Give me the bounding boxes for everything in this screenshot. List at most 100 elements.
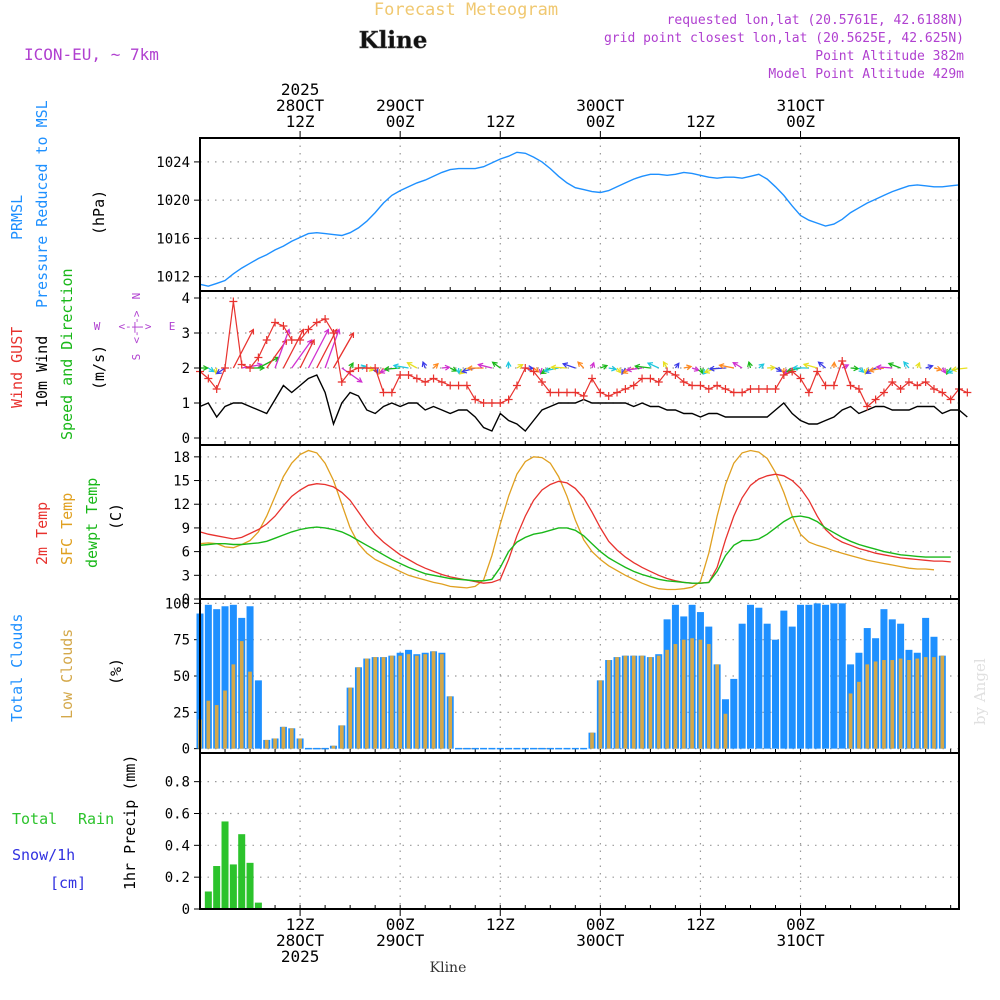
wind-gust-marker bbox=[479, 399, 488, 407]
wind-gust-marker bbox=[221, 364, 230, 372]
total-clouds-bar bbox=[738, 623, 746, 749]
rain-bar bbox=[254, 902, 262, 909]
wind-direction-arrowhead bbox=[831, 361, 837, 368]
low-clouds-bar bbox=[239, 641, 244, 749]
bottom-time-label: 29OCT bbox=[376, 931, 425, 950]
low-clouds-bar bbox=[273, 738, 277, 749]
wind-gust-marker bbox=[829, 381, 838, 390]
low-clouds-bar bbox=[665, 649, 669, 749]
y-tick-label: 0.4 bbox=[165, 838, 190, 854]
wind-direction-arrow bbox=[818, 361, 826, 369]
wind-direction-arrowhead bbox=[802, 362, 810, 369]
wind-gust-marker bbox=[638, 374, 647, 383]
y-tick-label: 2 bbox=[182, 361, 190, 377]
total-clouds-bar bbox=[797, 604, 805, 749]
wind-gust-marker bbox=[396, 371, 405, 379]
wind-direction-arrowhead bbox=[451, 366, 458, 372]
wind-gust-marker bbox=[429, 374, 438, 383]
temp-unit: (C) bbox=[107, 503, 125, 530]
wind-direction-arrowhead bbox=[708, 365, 715, 372]
wind-gust-marker bbox=[613, 388, 622, 397]
wind-gust-marker bbox=[254, 353, 263, 362]
precip-rain-label: Rain bbox=[78, 810, 114, 828]
wind-direction-arrow bbox=[216, 367, 226, 375]
wind-direction-arrowhead bbox=[747, 360, 753, 368]
pressure-label-msl: Pressure Reduced to MSL bbox=[33, 100, 51, 308]
total-clouds-bar bbox=[838, 603, 846, 749]
wind-gust-marker bbox=[654, 378, 663, 386]
y-tick-label: 1 bbox=[182, 396, 190, 412]
wind-gust-marker bbox=[496, 399, 505, 407]
low-clouds-bar bbox=[648, 657, 653, 749]
wind-gust-marker bbox=[871, 395, 880, 404]
wind-gust-marker bbox=[696, 381, 705, 390]
wind-gust-marker bbox=[321, 315, 330, 323]
temp-2m-label: 2m Temp bbox=[33, 502, 51, 565]
wind-gust-marker bbox=[487, 399, 496, 407]
wind-direction-arrow bbox=[258, 356, 279, 369]
wind-direction-arrowhead bbox=[335, 328, 341, 335]
bottom-time-label: 12Z bbox=[286, 915, 315, 934]
wind-direction-arrowhead bbox=[732, 361, 739, 368]
wind-direction-arrow bbox=[324, 329, 340, 369]
compass-south: S bbox=[130, 354, 143, 361]
wind-direction-arrowhead bbox=[406, 362, 413, 368]
wind-gust-marker bbox=[896, 385, 905, 393]
y-tick-label: 0.6 bbox=[165, 806, 190, 822]
low-clouds-bar bbox=[264, 739, 269, 749]
low-clouds-bar bbox=[673, 644, 678, 749]
wind-gust-marker bbox=[312, 318, 321, 327]
top-time-label: 00Z bbox=[386, 112, 415, 131]
precip-snow-label: Snow/1h bbox=[12, 846, 75, 864]
low-clouds-bar bbox=[298, 738, 302, 749]
y-tick-label: 9 bbox=[182, 521, 190, 537]
rain-bar bbox=[229, 864, 237, 909]
wind-gust-marker bbox=[362, 364, 371, 372]
wind-direction-arrowhead bbox=[858, 367, 865, 373]
wind-direction-arrow bbox=[562, 363, 576, 369]
wind-direction-arrowhead bbox=[817, 361, 824, 368]
low-clouds-bar bbox=[206, 700, 211, 749]
low-clouds-bar bbox=[281, 726, 286, 749]
low-clouds-bar bbox=[406, 654, 411, 749]
top-time-label: 31OCT bbox=[776, 96, 825, 115]
wind-gust-marker bbox=[562, 388, 571, 397]
grid-point-coordinates: grid point closest lon,lat (20.5625E, 42… bbox=[604, 31, 964, 46]
wind-direction-arrow bbox=[876, 366, 893, 369]
total-clouds-bar bbox=[788, 626, 796, 749]
wind-gust-marker bbox=[537, 378, 546, 386]
wind-direction-arrowhead bbox=[348, 331, 355, 339]
chart-title: Forecast Meteogram bbox=[374, 0, 558, 20]
low-clouds-bar bbox=[907, 660, 911, 749]
wind-gust-marker bbox=[921, 378, 930, 386]
wind-gust-marker bbox=[721, 385, 730, 393]
panel-frame bbox=[199, 752, 960, 910]
y-tick-label: 25 bbox=[173, 705, 190, 721]
wind-gust-marker bbox=[838, 357, 847, 365]
wind-gust-marker bbox=[446, 381, 455, 390]
location-name: Kline bbox=[359, 27, 428, 54]
low-clouds-bar bbox=[348, 687, 352, 749]
total-clouds-bar bbox=[763, 623, 771, 749]
low-clouds-bar bbox=[681, 639, 686, 749]
wind-gust-marker bbox=[287, 336, 296, 344]
rain-bar bbox=[204, 891, 212, 909]
total-clouds-bar bbox=[254, 680, 262, 749]
wind-direction-arrowhead bbox=[674, 362, 680, 369]
wind-direction-arrowhead bbox=[718, 363, 725, 369]
bottom-time-label: 12Z bbox=[486, 915, 515, 934]
wind-gust-marker bbox=[246, 364, 255, 372]
wind-direction-arrowhead bbox=[615, 367, 622, 374]
wind-direction-arrow bbox=[393, 364, 409, 369]
top-time-label: 2025 bbox=[281, 80, 320, 99]
requested-coordinates: requested lon,lat (20.5761E, 42.6188N) bbox=[667, 13, 964, 28]
low-clouds-bar bbox=[848, 693, 853, 749]
wind-direction-arrowhead bbox=[703, 368, 710, 374]
wind-direction-arrowhead bbox=[215, 368, 222, 375]
wind-direction-arrowhead bbox=[843, 364, 850, 370]
wind-gust-marker bbox=[854, 385, 863, 393]
watermark-text: by Angel bbox=[971, 658, 989, 725]
wind-gust-marker bbox=[579, 392, 588, 400]
